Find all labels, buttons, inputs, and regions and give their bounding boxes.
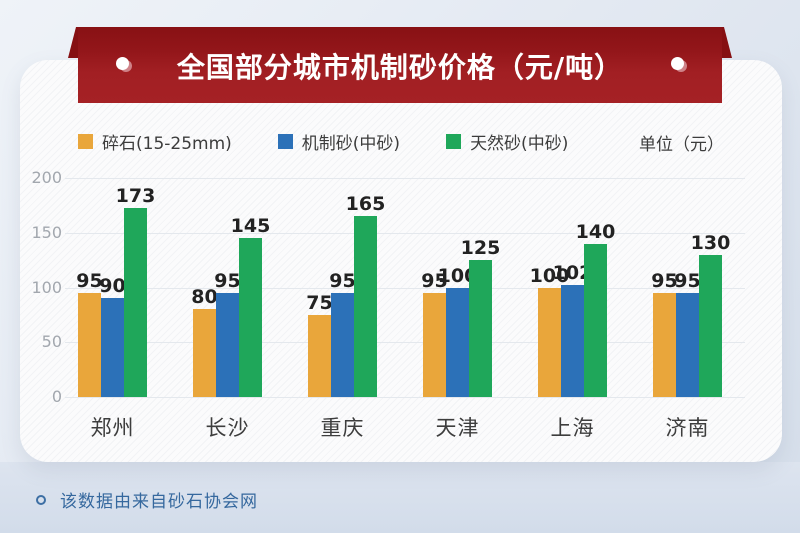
bar-value-label: 80: [191, 286, 218, 309]
bar-value-label: 145: [230, 215, 271, 238]
bar-value-label: 95: [674, 269, 701, 292]
plot-area: 95 90 173 80 95 145 75 95 165 95 100 125 100 102 140 95…: [55, 178, 745, 398]
ribbon-band: 全国部分城市机制砂价格（元/吨）: [78, 27, 722, 103]
bar: 75: [306, 292, 333, 397]
legend-swatch-green: [446, 134, 462, 149]
bar-value-label: 125: [460, 237, 501, 260]
bar-value-label: 95: [421, 269, 448, 292]
chart-card: 碎石(15-25mm) 机制砂(中砂) 天然砂(中砂) 单位（元） 0 50 100…: [20, 60, 782, 462]
x-category-label: 济南: [665, 416, 710, 440]
x-category-label: 上海: [550, 416, 595, 440]
bar: 173: [116, 185, 155, 397]
y-tick-label: 100: [31, 277, 62, 297]
y-tick-label: 200: [31, 168, 62, 187]
bar: 95: [421, 270, 448, 397]
gridline: [65, 178, 745, 179]
bar-group: 95 90 173: [55, 178, 170, 397]
bar-value-label: 75: [306, 291, 333, 314]
bar: 95: [76, 270, 103, 397]
bar-value-label: 95: [329, 269, 356, 292]
x-category-label: 天津: [435, 416, 480, 440]
legend-swatch-yellow: [78, 134, 93, 149]
gridline: [65, 397, 745, 398]
legend-swatch-blue: [277, 134, 293, 149]
legend-label: 碎石(15-25mm): [102, 134, 232, 154]
gridline: [65, 287, 745, 289]
bar: 90: [99, 275, 126, 397]
bar-value-label: 100: [437, 264, 478, 287]
bar-value-label: 140: [575, 220, 616, 243]
title-banner: 全国部分城市机制砂价格（元/吨）: [68, 27, 732, 103]
bar: 100: [438, 265, 477, 397]
legend-label: 机制砂(中砂): [301, 134, 401, 154]
legend-item-crushed-stone: 碎石(15-25mm): [78, 129, 232, 154]
y-tick-label: 0: [51, 387, 62, 406]
source-note-text: 该数据由来自砂石协会网: [60, 492, 258, 512]
bar-value-label: 130: [690, 231, 731, 254]
page-title: 全国部分城市机制砂价格（元/吨）: [176, 51, 624, 84]
x-category-label: 长沙: [205, 416, 250, 440]
bar-value-label: 173: [115, 184, 156, 207]
bar: 95: [651, 270, 678, 397]
bar: 95: [214, 270, 241, 397]
bar-value-label: 95: [76, 269, 103, 292]
ribbon-fold-left: [68, 27, 78, 58]
bar: 125: [461, 237, 500, 397]
legend-item-machine-sand: 机制砂(中砂): [277, 129, 401, 154]
source-note: 该数据由来自砂石协会网: [36, 487, 258, 512]
bar: 130: [691, 232, 730, 397]
bar-value-label: 95: [214, 269, 241, 292]
legend-label: 天然砂(中砂): [470, 134, 569, 154]
ribbon-fold-right: [722, 27, 732, 58]
bar-group: 80 95 145: [170, 178, 285, 397]
x-category-label: 重庆: [320, 416, 365, 440]
bar-group: 95 100 125: [400, 178, 515, 397]
legend: 碎石(15-25mm) 机制砂(中砂) 天然砂(中砂): [78, 129, 568, 154]
bar-value-label: 90: [99, 275, 126, 298]
bar-value-label: 95: [651, 269, 678, 292]
bar-group: 100 102 140: [515, 178, 630, 397]
bar: 80: [191, 286, 218, 397]
bar: 165: [346, 193, 385, 397]
bar-value-label: 100: [529, 264, 570, 287]
bar: 100: [530, 265, 569, 397]
gridline: [65, 342, 745, 344]
y-tick-label: 50: [41, 332, 62, 352]
rivet-icon-left: [116, 57, 132, 72]
bar-group: 75 95 165: [285, 178, 400, 397]
footer-strip: [0, 462, 800, 533]
bar-value-label: 165: [345, 193, 386, 216]
bar: 140: [576, 221, 615, 397]
y-axis: 0 50 100 150 200: [20, 169, 62, 406]
bar-group: 95 95 130: [630, 178, 745, 397]
legend-item-natural-sand: 天然砂(中砂): [446, 129, 568, 154]
bar: 95: [329, 270, 356, 397]
x-category-label: 郑州: [90, 416, 135, 440]
circle-bullet-icon: [36, 494, 46, 505]
bar: 95: [674, 270, 701, 397]
plot-groups: 95 90 173 80 95 145 75 95 165 95 100 125 100 102 140 95…: [55, 178, 745, 397]
gridline: [65, 232, 745, 234]
unit-label: 单位（元）: [639, 135, 724, 155]
x-axis: 郑州 长沙 重庆 天津 上海 济南: [55, 412, 745, 442]
bar: 102: [553, 262, 592, 397]
bar: 145: [231, 215, 270, 397]
y-tick-label: 150: [31, 222, 62, 242]
rivet-icon-right: [671, 57, 687, 72]
bar-value-label: 102: [552, 262, 593, 285]
